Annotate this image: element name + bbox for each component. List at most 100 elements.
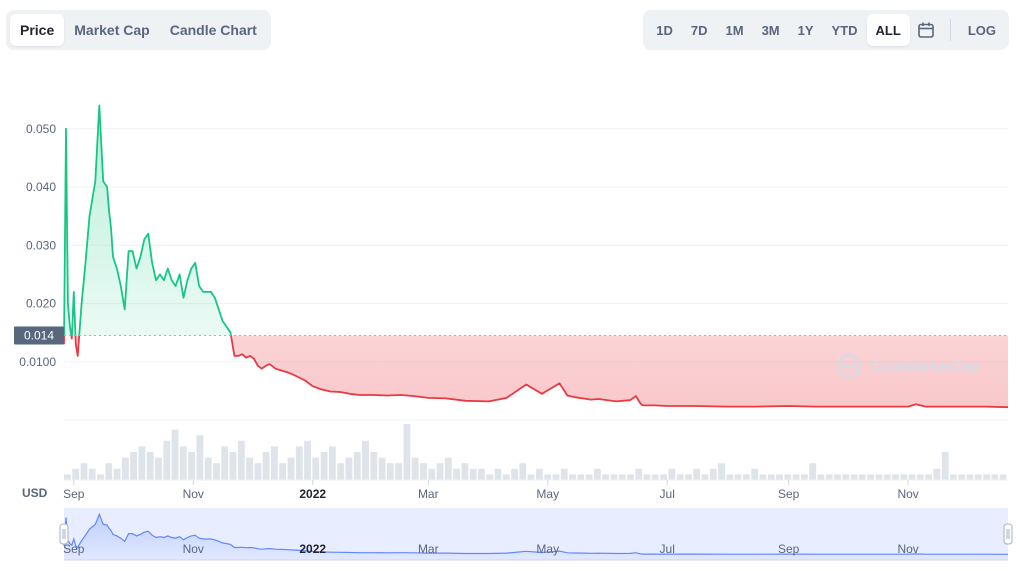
volume-bar [974, 474, 982, 480]
volume-bar [867, 474, 874, 480]
volume-bar [643, 474, 651, 480]
volume-bar [801, 474, 808, 480]
volume-bar [983, 474, 990, 480]
volume-bar [221, 446, 229, 480]
volume-bar [552, 474, 560, 480]
range-1y-button[interactable]: 1Y [797, 22, 814, 38]
volume-bar [444, 457, 452, 480]
navigator-handle-left[interactable] [59, 523, 69, 545]
volume-bar [395, 463, 402, 480]
volume-bar [478, 468, 485, 480]
volume-bar [171, 429, 179, 480]
navigator-handle-right[interactable] [1003, 523, 1013, 545]
volume-bar [817, 474, 825, 480]
calendar-button[interactable] [910, 14, 942, 46]
x-tick-label: Jul [660, 487, 675, 501]
volume-bar [64, 474, 71, 480]
volume-bar [544, 474, 552, 480]
y-tick-label: 0.0100 [19, 355, 56, 369]
x-tick-label: Sep [778, 487, 800, 501]
volume-bar [685, 474, 692, 480]
volume-bar [105, 463, 113, 480]
volume-bar [345, 457, 353, 480]
volume-bar [337, 463, 345, 480]
tab-candle-chart[interactable]: Candle Chart [169, 22, 257, 38]
x-axis: Sep Nov 2022 Mar May Jul Sep Nov [63, 480, 919, 501]
volume-bar [950, 474, 957, 480]
navigator-line [63, 512, 1009, 555]
y-tick-label: 0.030 [26, 238, 56, 252]
y-tick-label: 0.050 [26, 122, 56, 136]
volume-bar [329, 446, 336, 480]
volume-bar [362, 440, 369, 480]
range-1d-button[interactable]: 1D [656, 22, 673, 38]
range-1m-button[interactable]: 1M [725, 22, 744, 38]
range-all-button[interactable]: ALL [866, 14, 910, 46]
range-ytd-button[interactable]: YTD [831, 22, 858, 38]
volume-bars [64, 424, 1008, 481]
volume-bar [743, 474, 750, 480]
volume-bar [834, 474, 841, 480]
volume-bar [461, 463, 469, 480]
volume-bar [428, 468, 436, 480]
volume-bar [635, 468, 643, 480]
price-line [63, 104, 1009, 409]
volume-bar [213, 463, 220, 480]
volume-bar [420, 463, 427, 480]
tab-price[interactable]: Price [10, 14, 65, 46]
volume-bar [229, 452, 237, 480]
navigator-tick-label: Jul [660, 542, 675, 556]
volume-bar [386, 463, 394, 480]
volume-bar [751, 468, 759, 480]
navigator-tick-label: Sep [63, 542, 85, 556]
chart-type-tabs: Price Market Cap Candle Chart [6, 10, 271, 50]
toolbar-divider [949, 19, 951, 41]
x-tick-label: 2022 [299, 487, 326, 501]
volume-bar [610, 474, 618, 480]
volume-bar [900, 474, 908, 480]
baseline-tag-label: 0.014 [24, 329, 54, 343]
volume-bar [627, 474, 634, 480]
x-tick-label: May [536, 487, 559, 501]
navigator-tick-label: Mar [418, 542, 439, 556]
log-scale-button[interactable]: LOG [967, 22, 996, 38]
volume-bar [511, 468, 518, 480]
volume-bar [560, 468, 568, 480]
volume-bar [925, 474, 932, 480]
volume-bar [163, 440, 171, 480]
volume-bar [155, 457, 162, 480]
volume-bar [734, 474, 742, 480]
volume-bar [999, 474, 1007, 480]
volume-bar [966, 474, 974, 480]
y-tick-label: 0.020 [26, 297, 56, 311]
navigator-tick-label: May [536, 542, 559, 556]
volume-bar [941, 452, 949, 480]
navigator-tick-label: Sep [778, 542, 800, 556]
volume-bar [453, 468, 460, 480]
volume-bar [825, 474, 833, 480]
watermark-text: CoinMarketCap [870, 358, 980, 375]
volume-bar [726, 474, 734, 480]
volume-bar [97, 474, 104, 480]
range-3m-button[interactable]: 3M [761, 22, 780, 38]
tab-market-cap[interactable]: Market Cap [74, 22, 150, 38]
volume-bar [179, 446, 187, 480]
volume-bar [519, 463, 527, 480]
volume-bar [651, 474, 659, 480]
volume-bar [320, 452, 328, 480]
volume-bar [254, 463, 262, 480]
price-line-down [63, 335, 1009, 409]
volume-bar [237, 440, 245, 480]
range-7d-button[interactable]: 7D [690, 22, 708, 38]
volume-bar [188, 452, 195, 480]
navigator-tick-label: Nov [183, 542, 204, 556]
volume-bar [792, 474, 800, 480]
range-navigator[interactable]: Sep Nov 2022 Mar May Jul Sep Nov [59, 508, 1013, 561]
volume-bar [130, 452, 137, 480]
volume-bar [594, 468, 601, 480]
volume-bar [933, 468, 941, 480]
volume-bar [718, 463, 725, 480]
volume-bar [411, 457, 419, 480]
volume-bar [246, 457, 253, 480]
